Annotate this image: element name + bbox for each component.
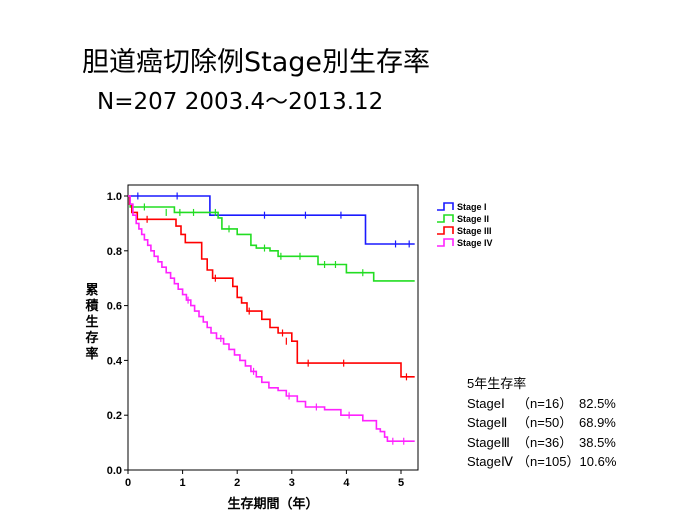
legend-swatch [437,202,454,211]
plot-frame [127,184,419,471]
five-year-survival-summary: 5年生存率 StageⅠ （n=16） 82.5% StageⅡ （n=50） 68.9… [467,374,616,472]
x-tick-label: 5 [398,477,404,489]
slide-subtitle: N=207 2003.4～2013.12 [97,89,384,115]
summary-rate: 68.9% [579,415,616,430]
legend-swatch [437,226,454,235]
legend-label: Stage II [457,214,489,224]
y-tick-label: 0.4 [107,355,123,367]
summary-row-stage-4: StageⅣ （n=105）10.6% [467,452,616,472]
x-tick-label: 1 [180,477,186,489]
summary-stage: StageⅡ [467,415,508,430]
y-tick-label: 0.0 [107,465,122,477]
summary-stage: StageⅢ [467,434,510,450]
summary-rate: 82.5% [579,395,616,411]
y-tick-label: 0.6 [107,301,122,313]
series-line-stage-1 [128,195,415,245]
slide-title: 胆道癌切除例Stage別生存率 [82,47,431,78]
summary-n: （n=36） [517,434,573,450]
series-line-stage-4 [128,195,415,442]
x-tick-label: 2 [234,477,240,489]
summary-stage: StageⅣ [467,454,513,469]
summary-row-stage-2: StageⅡ （n=50） 68.9% [467,413,616,433]
summary-heading: 5年生存率 [467,376,527,391]
summary-stage: StageⅠ [467,395,505,411]
x-tick-label: 4 [343,477,350,489]
series-line-stage-3 [128,195,415,378]
y-tick-label: 1.0 [107,191,122,203]
x-tick-label: 3 [289,477,295,489]
legend-label: Stage I [457,202,487,212]
summary-n: （n=16） [517,395,573,411]
series-line-stage-2 [128,195,415,282]
y-tick-label: 0.8 [107,246,122,258]
legend-swatch [437,238,454,247]
summary-rate: 10.6% [579,454,617,469]
legend-swatch [437,214,454,223]
legend-label: Stage IV [457,238,493,248]
summary-row-stage-1: StageⅠ （n=16） 82.5% [467,394,616,414]
y-axis-label: 累積生存率 [84,282,99,362]
summary-row-stage-3: StageⅢ （n=36） 38.5% [467,433,616,453]
x-axis-label: 生存期間（年） [227,496,318,512]
y-tick-label: 0.2 [107,410,122,422]
summary-n: （n=50） [517,415,573,430]
summary-n: （n=105） [517,454,580,469]
x-tick-label: 0 [125,477,131,489]
summary-rate: 38.5% [579,434,616,450]
legend-label: Stage III [457,226,492,236]
